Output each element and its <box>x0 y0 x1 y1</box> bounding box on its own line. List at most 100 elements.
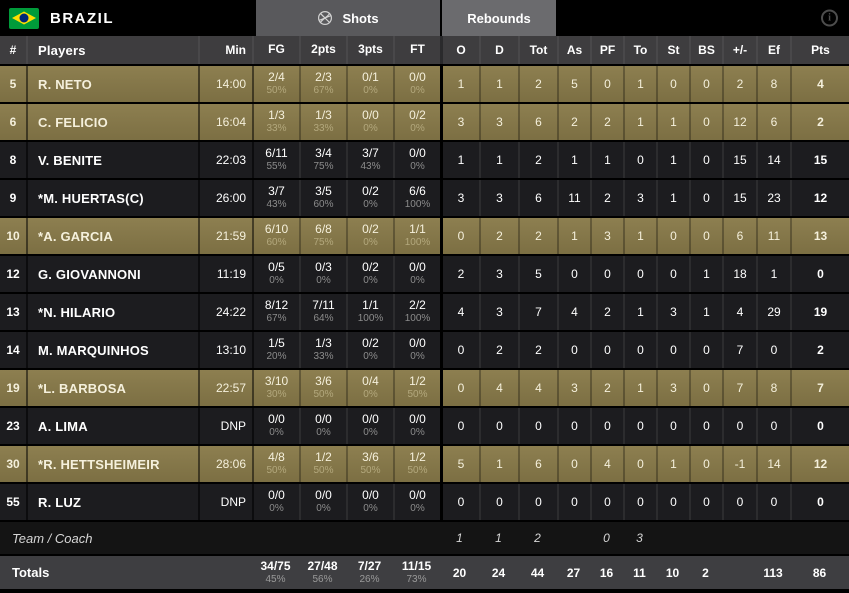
player-row[interactable]: 9 *M. HUERTAS(C) 26:00 3/7 43% 3/5 60% 0… <box>0 180 849 218</box>
3pts-cell: 1/1 100% <box>346 294 393 330</box>
player-row[interactable]: 23 A. LIMA DNP 0/0 0% 0/0 0% 0/0 0% 0/0 … <box>0 408 849 446</box>
ft-made-attempted: 2/2 <box>409 298 426 313</box>
2pts-cell: 1/3 33% <box>299 332 346 368</box>
fg-cell: 0/0 0% <box>252 484 299 520</box>
points-cell: 12 <box>790 180 849 216</box>
3pts-percent: 0% <box>363 237 378 249</box>
2pts-made-attempted: 7/11 <box>312 298 335 313</box>
steals-cell: 0 <box>656 66 689 102</box>
2pts-cell: 3/5 60% <box>299 180 346 216</box>
ft-made-attempted: 1/2 <box>409 450 426 465</box>
3pts-cell: 3/7 43% <box>346 142 393 178</box>
fg-percent: 0% <box>269 275 284 287</box>
fg-made-attempted: 0/5 <box>268 260 285 275</box>
fg-made-attempted: 8/12 <box>264 298 289 313</box>
col-header-fg: FG <box>252 36 299 64</box>
minutes-cell: 26:00 <box>198 180 252 216</box>
ft-percent: 0% <box>410 123 425 135</box>
totals-fg-cell: 34/75 45% <box>252 556 299 589</box>
totals-steals: 10 <box>665 565 680 580</box>
plusminus-cell: 18 <box>722 256 756 292</box>
2pts-percent: 33% <box>313 351 334 363</box>
points-cell: 19 <box>790 294 849 330</box>
team-fouls: 0 <box>603 531 610 545</box>
col-header-def-reb: D <box>479 36 518 64</box>
ft-cell: 1/1 100% <box>393 218 440 254</box>
ft-made-attempted: 0/2 <box>409 108 426 123</box>
ft-percent: 50% <box>407 465 428 477</box>
fouls-cell: 1 <box>590 142 623 178</box>
fouls-cell: 0 <box>590 408 623 444</box>
3pts-made-attempted: 0/2 <box>362 222 379 237</box>
player-row[interactable]: 12 G. GIOVANNONI 11:19 0/5 0% 0/3 0% 0/2… <box>0 256 849 294</box>
turnovers-cell: 1 <box>623 104 656 140</box>
player-row[interactable]: 5 R. NETO 14:00 2/4 50% 2/3 67% 0/1 0% 0… <box>0 66 849 104</box>
ft-percent: 0% <box>410 161 425 173</box>
fg-cell: 4/8 50% <box>252 446 299 482</box>
steals-cell: 3 <box>656 370 689 406</box>
fg-percent: 50% <box>266 85 287 97</box>
player-row[interactable]: 6 C. FELICIO 16:04 1/3 33% 1/3 33% 0/0 0… <box>0 104 849 142</box>
fg-percent: 43% <box>266 199 287 211</box>
ft-percent: 100% <box>404 199 431 211</box>
col-header-ft: FT <box>393 36 440 64</box>
ft-made-attempted: 0/0 <box>409 70 426 85</box>
totals-2pts: 27/48 <box>307 558 338 573</box>
player-row[interactable]: 55 R. LUZ DNP 0/0 0% 0/0 0% 0/0 0% 0/0 0… <box>0 484 849 522</box>
fg-cell: 2/4 50% <box>252 66 299 102</box>
2pts-percent: 50% <box>313 465 334 477</box>
col-header-turnovers: To <box>623 36 656 64</box>
offensive-rebounds-cell: 3 <box>440 180 479 216</box>
fg-cell: 3/7 43% <box>252 180 299 216</box>
col-header-efficiency: Ef <box>756 36 790 64</box>
ft-percent: 100% <box>404 237 431 249</box>
minutes-cell: 22:57 <box>198 370 252 406</box>
2pts-percent: 75% <box>313 161 334 173</box>
minutes-cell: 11:19 <box>198 256 252 292</box>
assists-cell: 5 <box>557 66 590 102</box>
blocks-cell: 0 <box>689 218 722 254</box>
offensive-rebounds-cell: 5 <box>440 446 479 482</box>
player-row[interactable]: 14 M. MARQUINHOS 13:10 1/5 20% 1/3 33% 0… <box>0 332 849 370</box>
info-button[interactable]: i <box>821 9 838 27</box>
minutes-cell: 22:03 <box>198 142 252 178</box>
defensive-rebounds-cell: 1 <box>479 446 518 482</box>
assists-cell: 1 <box>557 218 590 254</box>
fg-made-attempted: 6/10 <box>264 222 289 237</box>
player-row[interactable]: 8 V. BENITE 22:03 6/11 55% 3/4 75% 3/7 4… <box>0 142 849 180</box>
3pts-percent: 0% <box>363 503 378 515</box>
3pts-cell: 0/0 0% <box>346 104 393 140</box>
player-row[interactable]: 19 *L. BARBOSA 22:57 3/10 30% 3/6 50% 0/… <box>0 370 849 408</box>
2pts-cell: 0/0 0% <box>299 484 346 520</box>
team-blocks <box>689 522 722 554</box>
tab-rebounds-label: Rebounds <box>467 10 531 26</box>
totals-ft: 11/15 <box>401 558 432 573</box>
offensive-rebounds-cell: 0 <box>440 370 479 406</box>
ft-cell: 0/2 0% <box>393 104 440 140</box>
fg-percent: 30% <box>266 389 287 401</box>
player-row[interactable]: 30 *R. HETTSHEIMEIR 28:06 4/8 50% 1/2 50… <box>0 446 849 484</box>
player-row[interactable]: 13 *N. HILARIO 24:22 8/12 67% 7/11 64% 1… <box>0 294 849 332</box>
fg-cell: 6/11 55% <box>252 142 299 178</box>
efficiency-cell: 0 <box>756 484 790 520</box>
fg-made-attempted: 0/0 <box>268 488 285 503</box>
totals-fg: 34/75 <box>260 558 291 573</box>
minutes-cell: 14:00 <box>198 66 252 102</box>
player-number: 8 <box>9 153 17 167</box>
tab-shots[interactable]: Shots <box>256 0 440 36</box>
totals-blocks: 2 <box>702 565 709 580</box>
offensive-rebounds-cell: 0 <box>440 408 479 444</box>
ft-cell: 0/0 0% <box>393 66 440 102</box>
steals-cell: 1 <box>656 104 689 140</box>
assists-cell: 4 <box>557 294 590 330</box>
2pts-made-attempted: 2/3 <box>315 70 332 85</box>
3pts-percent: 43% <box>360 161 381 173</box>
total-rebounds-cell: 7 <box>518 294 557 330</box>
points-cell: 7 <box>790 370 849 406</box>
defensive-rebounds-cell: 3 <box>479 256 518 292</box>
tab-rebounds[interactable]: Rebounds <box>442 0 556 36</box>
ft-cell: 0/0 0% <box>393 256 440 292</box>
turnovers-cell: 0 <box>623 256 656 292</box>
player-row[interactable]: 10 *A. GARCIA 21:59 6/10 60% 6/8 75% 0/2… <box>0 218 849 256</box>
points-cell: 0 <box>790 484 849 520</box>
